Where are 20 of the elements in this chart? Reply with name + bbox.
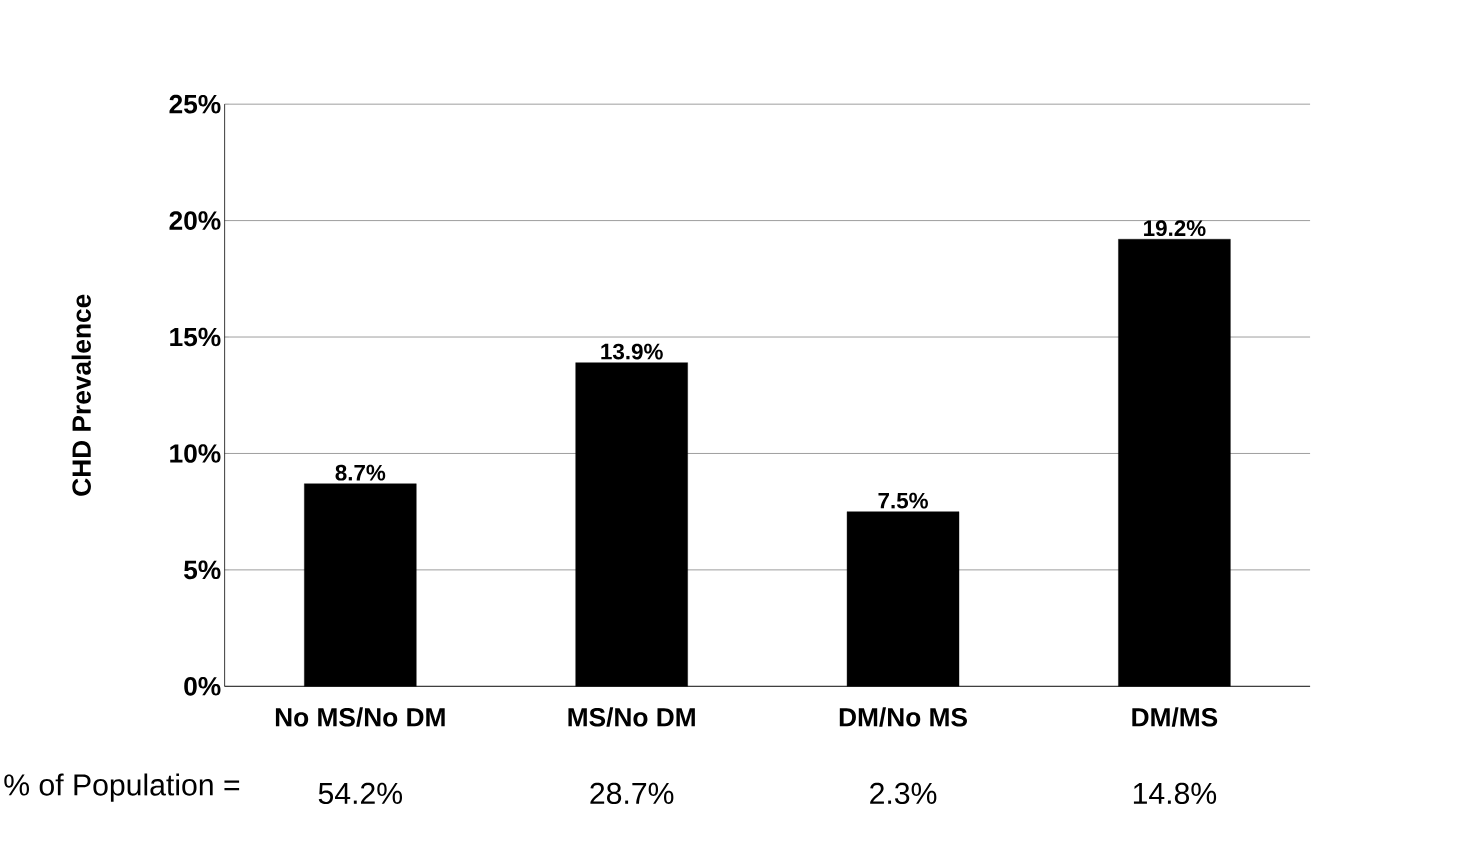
y-tick-label: 20% xyxy=(169,211,221,231)
x-tick-label: No MS/No DM xyxy=(275,707,445,728)
y-axis-title: CHD Prevalence xyxy=(71,294,91,496)
x-tick-label: MS/No DM xyxy=(568,707,695,728)
data-label: 19.2% xyxy=(1144,220,1206,237)
text: 2.3% xyxy=(870,782,937,805)
text: 28.7% xyxy=(590,782,674,805)
data-label: 7.5% xyxy=(878,492,928,509)
x-tick-label: DM/No MS xyxy=(839,707,967,728)
y-tick-label: 0% xyxy=(184,677,221,696)
data-label: 8.7% xyxy=(335,464,386,481)
text: 54.2% xyxy=(318,782,403,805)
y-tick-label: 25% xyxy=(169,95,221,114)
text: % of Population = xyxy=(4,773,240,802)
text: 14.8% xyxy=(1133,782,1217,805)
y-tick-label: 5% xyxy=(184,560,221,580)
data-label: 13.9% xyxy=(601,343,663,360)
y-tick-label: 15% xyxy=(170,327,221,347)
x-tick-label: DM/MS xyxy=(1132,707,1218,728)
y-tick-label: 10% xyxy=(170,444,221,463)
